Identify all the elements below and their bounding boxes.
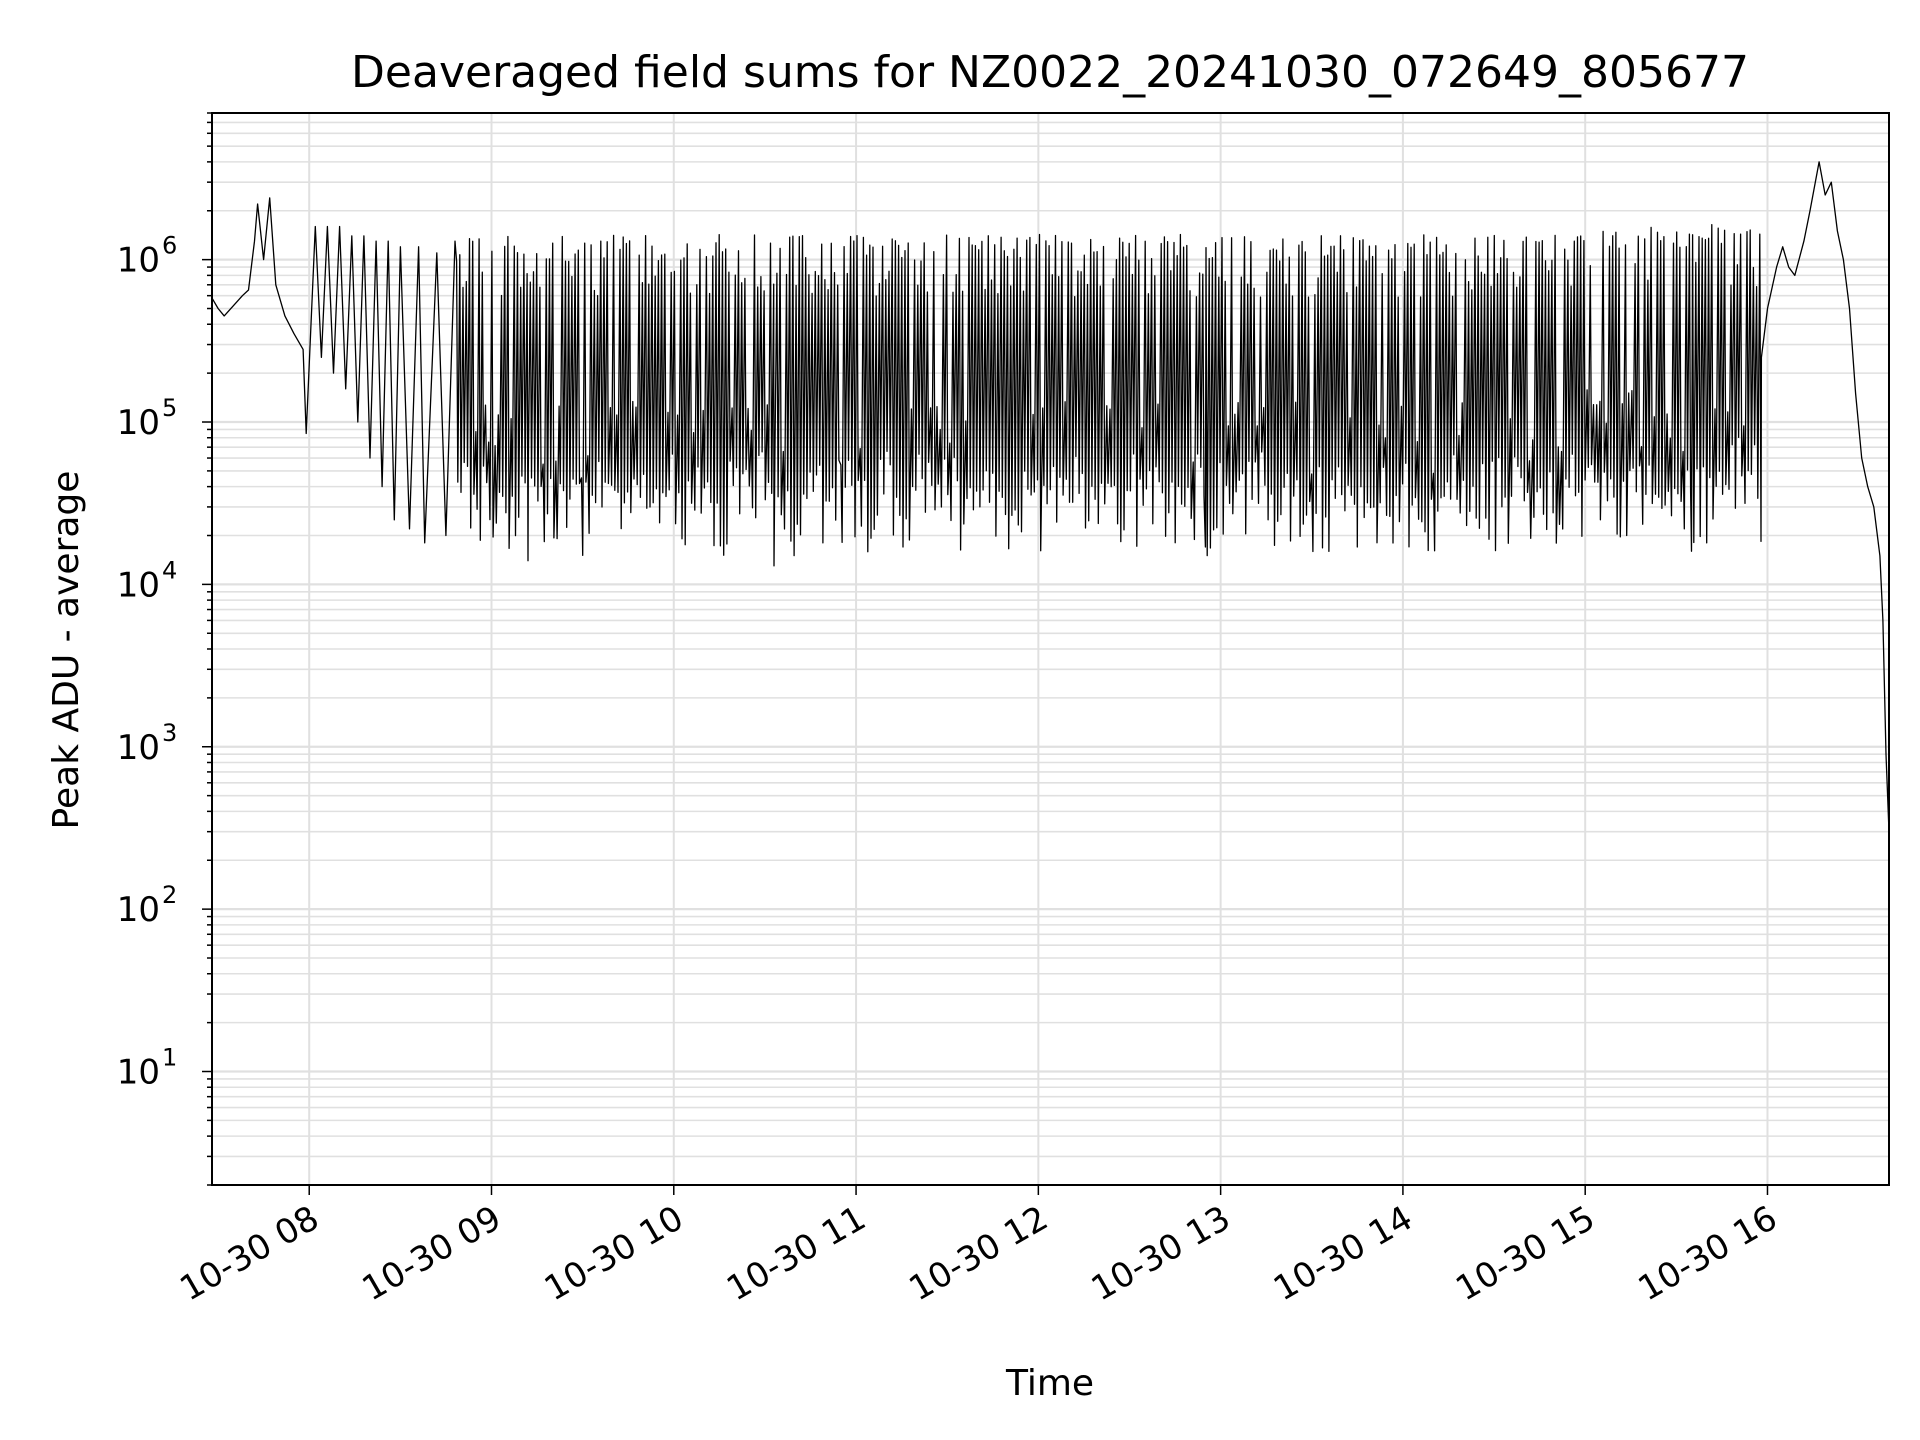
- x-tick-label: 10-30 10: [538, 1198, 690, 1309]
- y-axis-label: Peak ADU - average: [46, 471, 87, 830]
- y-tick-label: 10: [117, 565, 160, 605]
- y-tick-label: 10: [117, 728, 160, 768]
- data-series: [211, 161, 1890, 832]
- series-layer: [211, 161, 1890, 832]
- x-tick-label: 10-30 15: [1449, 1198, 1601, 1309]
- y-tick-exponent: 6: [162, 232, 177, 260]
- y-tick-exponent: 2: [162, 881, 177, 909]
- y-tick-label: 10: [117, 890, 160, 930]
- x-tick-label: 10-30 13: [1085, 1198, 1237, 1309]
- x-tick-label: 10-30 09: [356, 1198, 508, 1309]
- y-tick-exponent: 4: [162, 556, 177, 584]
- x-axis-label: Time: [1005, 1363, 1094, 1404]
- y-tick-exponent: 3: [162, 719, 177, 747]
- y-tick-exponent: 5: [162, 394, 177, 422]
- y-tick-label: 10: [117, 241, 160, 281]
- x-tick-label: 10-30 12: [902, 1198, 1054, 1309]
- series-line: [211, 161, 1890, 832]
- x-tick-label: 10-30 11: [720, 1198, 872, 1309]
- x-tick-label: 10-30 08: [173, 1198, 325, 1309]
- y-tick-label: 10: [117, 403, 160, 443]
- y-tick-label: 10: [117, 1053, 160, 1093]
- x-tick-label: 10-30 16: [1632, 1198, 1784, 1309]
- y-tick-exponent: 1: [162, 1044, 177, 1072]
- chart-title: Deaveraged field sums for NZ0022_2024103…: [351, 47, 1749, 98]
- x-tick-label: 10-30 14: [1267, 1198, 1419, 1309]
